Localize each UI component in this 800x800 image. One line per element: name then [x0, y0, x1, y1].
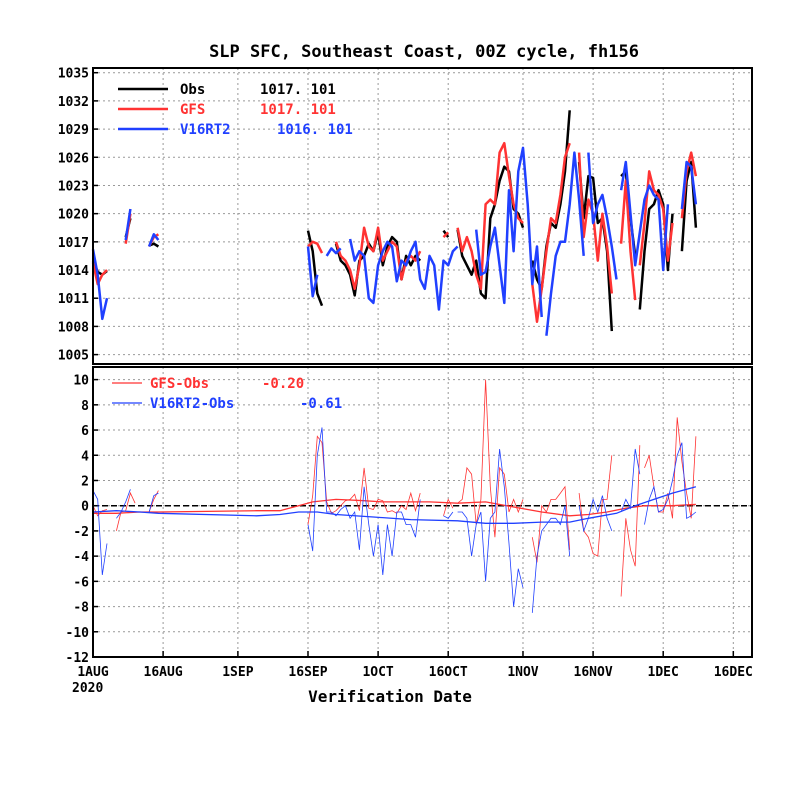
x-tick-label: 16SEP: [288, 665, 327, 680]
top-y-tick-label: 1032: [58, 95, 89, 110]
series-line-gfs: [307, 240, 324, 254]
series-line-gfs: [531, 142, 571, 323]
x-axis-year: 2020: [72, 681, 103, 696]
bottom-y-tick-label: -2: [73, 525, 89, 540]
legend-label-gfs-obs: GFS-Obs: [150, 376, 209, 392]
bottom-y-tick-label: 2: [81, 474, 89, 489]
legend-label-gfs: GFS: [180, 102, 205, 118]
x-tick-label: 16OCT: [429, 665, 468, 680]
top-y-tick-label: 1035: [58, 67, 89, 82]
legend-label-obs: Obs: [180, 82, 205, 98]
series-line-v16rt2: [587, 152, 618, 280]
legend-values-v16rt2-obs: -0.61: [300, 396, 342, 412]
legend-item-v16rt2-obs: V16RT2-Obs -0.61: [112, 396, 342, 412]
bottom-legend: GFS-Obs -0.20 V16RT2-Obs -0.61: [112, 376, 342, 412]
bottom-y-tick-label: 6: [81, 424, 89, 439]
series-line-gfs-obs: [644, 417, 697, 519]
series-line-gfs-obs: [620, 445, 641, 597]
legend-label-v16rt2-obs: V16RT2-Obs: [150, 396, 234, 412]
x-axis: 1AUG 16AUG 1SEP 16SEP 1OCT 16OCT 1NOV 16NOV 1DEC…: [77, 651, 753, 680]
series-line-gfs: [91, 262, 108, 286]
series-line-v16rt2: [325, 247, 342, 257]
series-line-v16rt2: [545, 151, 585, 336]
series-line-v16rt2: [91, 249, 109, 321]
series-line-v16rt2: [348, 238, 459, 311]
series-line-gfs: [334, 226, 422, 291]
bottom-y-axis: -12 -10 -8 -6 -4 -2 0 2 4 6 8 10: [66, 374, 98, 666]
legend-item-obs: Obs 1017. 101: [118, 82, 336, 98]
legend-item-gfs-obs: GFS-Obs -0.20: [112, 376, 304, 392]
mean-line-v16rt2-obs: [92, 486, 697, 524]
bottom-y-tick-label: 10: [73, 374, 89, 389]
series-line-gfs: [442, 231, 450, 238]
legend-values-obs: 1017. 101: [260, 82, 336, 98]
top-y-tick-label: 1008: [58, 320, 89, 335]
series-line-v16rt2-obs: [443, 511, 454, 519]
top-y-tick-label: 1017: [58, 236, 89, 251]
series-line-v16rt2: [474, 146, 543, 318]
x-tick-label: 1OCT: [362, 665, 393, 680]
legend-values-v16rt2: 1016. 101: [277, 122, 353, 138]
top-y-tick-label: 1014: [58, 264, 89, 279]
legend-values-gfs-obs: -0.20: [262, 376, 304, 392]
top-panel: 1005 1008 1011 1014 1017 1020 1023 1026 1029 1032…: [58, 67, 753, 365]
series-line-gfs-obs: [578, 455, 613, 557]
top-panel-frame: [92, 67, 753, 365]
series-line-gfs-obs: [531, 485, 571, 563]
series-line-gfs: [577, 152, 614, 294]
bottom-panel-frame: [92, 366, 753, 658]
series-line-v16rt2-obs: [644, 442, 697, 525]
series-line-gfs: [456, 141, 524, 291]
x-tick-label: 1AUG: [77, 665, 108, 680]
bottom-y-tick-label: -8: [73, 601, 89, 616]
series-line-gfs-obs: [307, 435, 421, 525]
top-legend: Obs 1017. 101 GFS 1017. 101 V16RT2 1016.…: [118, 82, 353, 138]
legend-item-v16rt2: V16RT2 1016. 101: [118, 122, 353, 138]
series-line-gfs-obs: [457, 379, 524, 538]
bottom-y-tick-label: 8: [81, 399, 89, 414]
series-line-v16rt2-obs: [116, 489, 131, 519]
legend-label-v16rt2: V16RT2: [180, 122, 231, 138]
series-line-obs: [306, 230, 324, 307]
bottom-y-tick-label: -12: [66, 651, 89, 666]
x-tick-label: 16AUG: [144, 665, 183, 680]
series-line-v16rt2-obs: [92, 490, 108, 576]
bottom-y-tick-label: -10: [66, 626, 90, 641]
x-tick-label: 16NOV: [574, 665, 613, 680]
x-tick-label: 1NOV: [507, 665, 538, 680]
legend-item-gfs: GFS 1017. 101: [118, 102, 336, 118]
bottom-y-tick-label: 4: [81, 449, 89, 464]
top-y-tick-label: 1011: [58, 292, 89, 307]
series-line-v16rt2-obs: [307, 427, 421, 576]
series-line-v16rt2: [147, 233, 160, 247]
series-line-gfs: [638, 170, 674, 266]
bottom-y-tick-label: -6: [73, 575, 89, 590]
x-tick-label: 1SEP: [222, 665, 253, 680]
top-y-tick-label: 1020: [58, 208, 89, 223]
top-y-axis: 1005 1008 1011 1014 1017 1020 1023 1026 1029 1032…: [58, 67, 98, 364]
series-line-v16rt2-obs: [531, 505, 571, 613]
bottom-y-tick-label: -4: [73, 550, 89, 565]
top-y-tick-label: 1029: [58, 123, 89, 138]
series-line-v16rt2: [306, 246, 319, 298]
bottom-y-tick-label: 0: [81, 500, 89, 515]
x-tick-label: 16DEC: [714, 665, 753, 680]
top-y-tick-label: 1023: [58, 179, 89, 194]
series-line-v16rt2: [124, 208, 132, 241]
chart-title: SLP SFC, Southeast Coast, 00Z cycle, fh1…: [209, 42, 639, 62]
series-line-v16rt2: [619, 160, 670, 272]
series-line-v16rt2-obs: [148, 492, 159, 513]
series-line-v16rt2: [680, 160, 698, 210]
series-line-v16rt2-obs: [457, 448, 524, 607]
legend-values-gfs: 1017. 101: [260, 102, 336, 118]
top-y-tick-label: 1026: [58, 151, 89, 166]
x-tick-label: 1DEC: [648, 665, 679, 680]
x-axis-label: Verification Date: [308, 687, 472, 706]
series-line-gfs: [619, 179, 637, 301]
series-line-gfs-obs: [443, 498, 454, 516]
bottom-panel: -12 -10 -8 -6 -4 -2 0 2 4 6 8 10 GFS-Obs -0.20 V16R…: [66, 366, 753, 666]
top-y-tick-label: 1005: [58, 349, 89, 364]
